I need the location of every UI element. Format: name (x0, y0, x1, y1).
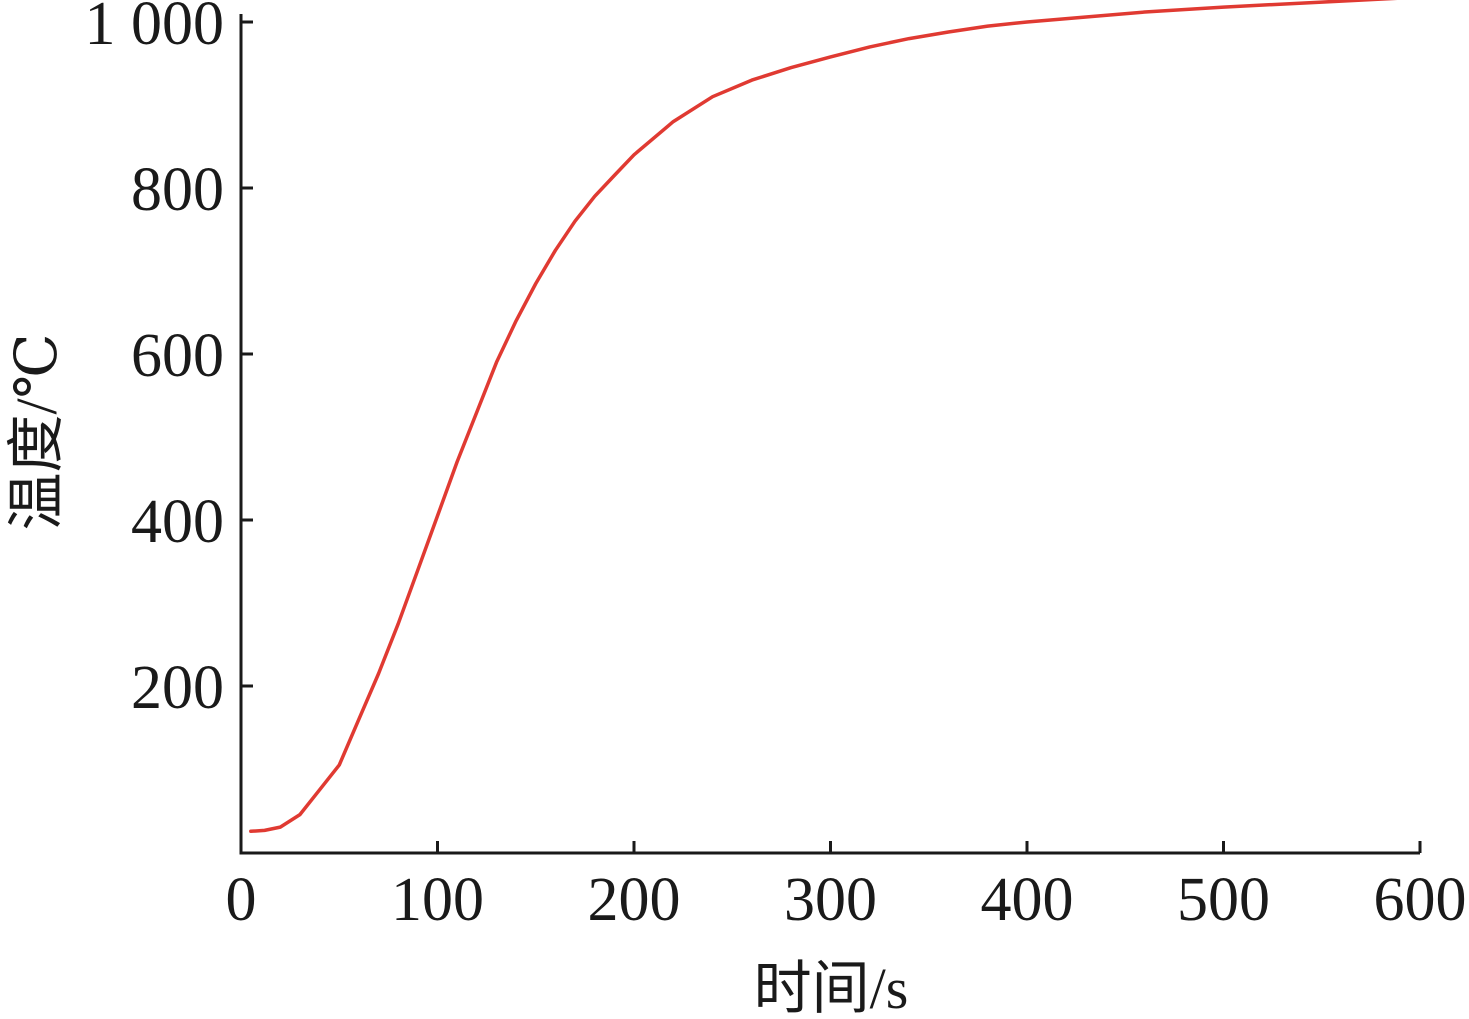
x-axis-ticks: 0 100 200 300 400 500 600 (226, 841, 1467, 934)
x-tick-label: 200 (588, 866, 681, 934)
series-layer (249, 0, 1398, 834)
x-tick-label: 300 (784, 866, 877, 934)
x-tick-label: 0 (226, 866, 257, 934)
x-tick-label: 400 (981, 866, 1074, 934)
y-tick-label: 600 (131, 322, 224, 390)
series-line (249, 0, 1398, 834)
x-tick-label: 600 (1374, 866, 1467, 934)
x-tick-label: 100 (391, 866, 484, 934)
axis-frame (239, 14, 1420, 855)
y-tick-label: 200 (131, 654, 224, 722)
y-tick-label: 400 (131, 488, 224, 556)
y-tick-label: 800 (131, 156, 224, 224)
axes (239, 14, 1420, 855)
y-axis-title: 温度/℃ (4, 334, 69, 531)
y-tick-label: 1 000 (85, 0, 225, 58)
x-tick-label: 500 (1177, 866, 1270, 934)
x-axis-title: 时间/s (754, 956, 909, 1019)
y-axis-ticks: 200 400 600 800 1 000 (85, 0, 253, 722)
